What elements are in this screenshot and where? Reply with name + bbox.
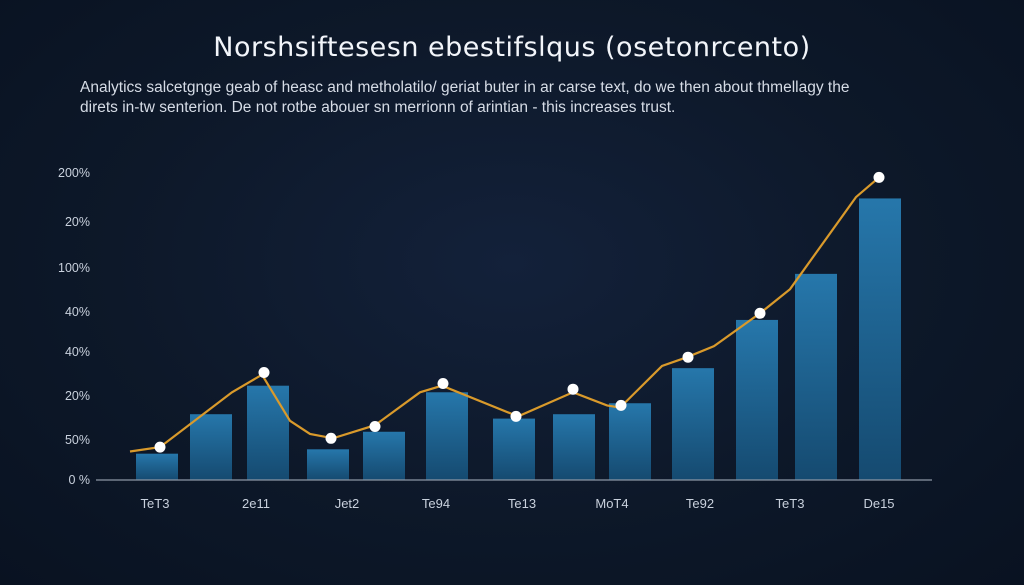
chart-title: Norshsiftesesn ebestifslqus (osetonrcent… [213, 32, 811, 63]
y-tick-label: 20% [65, 389, 90, 403]
bar [609, 403, 651, 480]
bar [426, 392, 468, 480]
bar [190, 414, 232, 480]
x-tick-label: TeT3 [141, 496, 170, 511]
y-tick-label: 20% [65, 215, 90, 229]
x-tick-label: De15 [863, 496, 894, 511]
trend-marker [258, 367, 270, 378]
x-tick-label: Te13 [508, 496, 536, 511]
x-axis-ticks: TeT3 2e11 Jet2 Te94 Te13 MoT4 Te92 TeT3 De15 [141, 496, 895, 511]
bar [859, 198, 901, 481]
trend-marker [154, 441, 166, 453]
trend-marker [754, 307, 766, 319]
trend-marker [369, 421, 381, 432]
y-tick-label: 40% [65, 305, 90, 319]
bar [493, 418, 535, 480]
y-tick-label: 200% [58, 166, 90, 180]
y-tick-label: 0 % [68, 473, 90, 487]
bar-series [136, 198, 901, 481]
trend-marker [510, 410, 522, 422]
bar [307, 449, 349, 480]
chart-subtitle: Analytics salcetgnge geab of heasc and m… [80, 78, 940, 118]
trend-marker [615, 399, 627, 411]
y-tick-label: 100% [58, 261, 90, 275]
x-tick-label: Te94 [422, 496, 450, 511]
bar [136, 453, 178, 480]
trend-marker [567, 383, 579, 395]
trend-marker [682, 351, 694, 363]
x-tick-label: Te92 [686, 496, 714, 511]
y-tick-label: 40% [65, 345, 90, 359]
chart-subtitle-line-2: direts in-tw senterion. De not rotbe abo… [80, 99, 676, 116]
bar [363, 431, 405, 480]
trend-marker [437, 378, 449, 389]
y-axis-ticks: 0 % 50% 20% 40% 40% 100% 20% 200% [58, 166, 90, 487]
x-tick-label: Jet2 [335, 496, 360, 511]
y-tick-label: 50% [65, 433, 90, 447]
bar [247, 385, 289, 480]
x-tick-label: 2e11 [242, 496, 270, 511]
trend-marker [325, 432, 337, 444]
chart-subtitle-line-1: Analytics salcetgnge geab of heasc and m… [80, 79, 850, 96]
bar [553, 414, 595, 480]
x-tick-label: MoT4 [595, 496, 628, 511]
bar [672, 368, 714, 480]
trend-markers [154, 171, 885, 453]
bar [736, 319, 778, 480]
bar [795, 273, 837, 480]
trend-marker [873, 171, 885, 183]
x-tick-label: TeT3 [776, 496, 805, 511]
